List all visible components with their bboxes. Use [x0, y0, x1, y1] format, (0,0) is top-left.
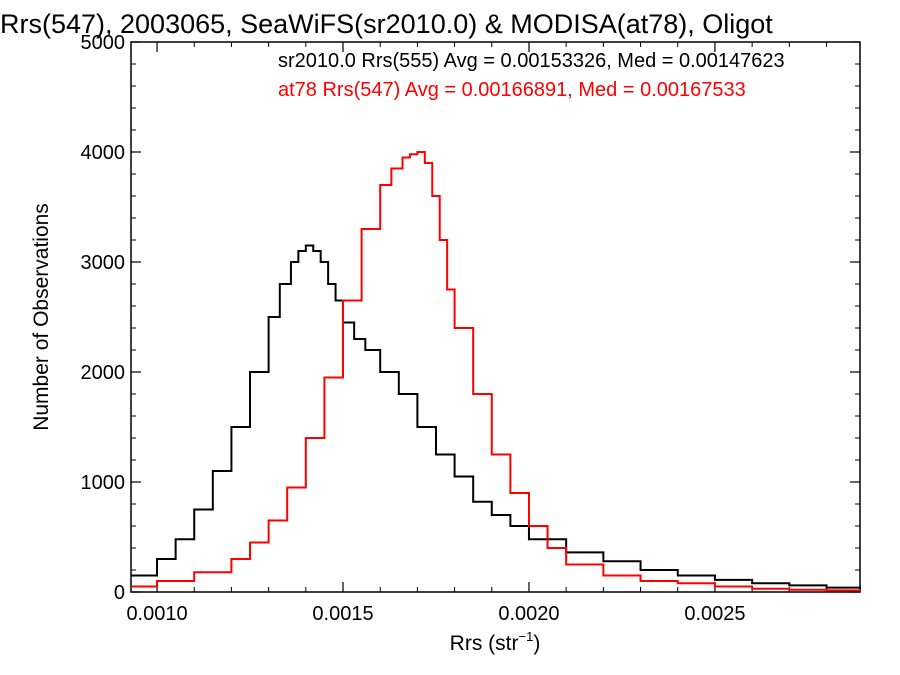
x-tick-label: 0.0010	[126, 603, 187, 625]
axis-ticks: 0.0010 0.0015 0.0020 0.0025 0 1000 2000 3000 400…	[81, 32, 860, 625]
series-line-at78	[131, 151, 861, 592]
y-tick-label: 3000	[81, 252, 126, 274]
legend-annotation-at78: at78 Rrs(547) Avg = 0.00166891, Med = 0.…	[278, 79, 746, 101]
y-tick-label: 2000	[81, 362, 126, 384]
y-tick-label: 5000	[81, 32, 126, 54]
plot-frame	[130, 41, 861, 593]
legend-annotation-sr2010: sr2010.0 Rrs(555) Avg = 0.00153326, Med …	[278, 50, 785, 72]
x-axis-label: Rrs (str−1)	[450, 629, 541, 655]
y-axis-label: Number of Observations	[30, 203, 53, 431]
chart-title: Rrs(547), 2003065, SeaWiFS(sr2010.0) & M…	[0, 9, 773, 39]
x-axis-label-superscript: −1	[519, 629, 534, 644]
series-line-sr2010	[131, 244, 861, 589]
x-tick-label: 0.0015	[312, 603, 373, 625]
x-axis-label-close: )	[533, 632, 540, 655]
series-layer	[131, 151, 861, 592]
y-tick-label: 0	[114, 582, 125, 604]
x-axis-label-base: Rrs (str	[450, 632, 519, 655]
y-tick-label: 4000	[81, 142, 126, 164]
x-tick-label: 0.0020	[498, 603, 559, 625]
x-tick-label: 0.0025	[684, 603, 745, 625]
y-tick-label: 1000	[81, 472, 126, 494]
